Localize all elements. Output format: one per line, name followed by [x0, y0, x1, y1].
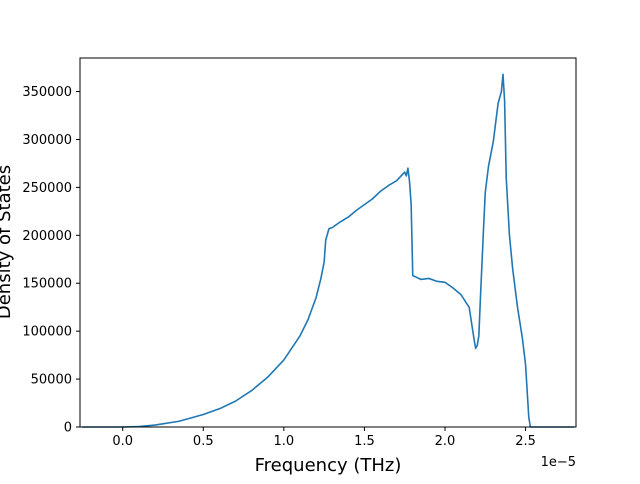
plot-content: [81, 73, 575, 428]
x-tick-label: 2.5: [515, 434, 536, 449]
y-tick-label: 350000: [22, 85, 72, 100]
y-tick-label: 150000: [22, 277, 72, 292]
x-tick-label: 0.5: [193, 434, 214, 449]
y-tick-label: 0: [64, 421, 72, 436]
y-axis-label: Density of States: [0, 165, 15, 319]
y-tick-label: 250000: [22, 181, 72, 196]
x-tick-label: 0.0: [112, 434, 133, 449]
series-line-1: [81, 73, 575, 428]
x-tick-label: 1.0: [274, 434, 295, 449]
axes-frame: [79, 57, 577, 428]
y-tick-label: 50000: [31, 373, 72, 388]
x-tick-label: 2.0: [435, 434, 456, 449]
x-axis-ticks: 0.0 0.5 1.0 1.5 2.0 2.5: [112, 427, 536, 449]
y-tick-label: 100000: [22, 325, 72, 340]
x-tick-label: 1.5: [354, 434, 375, 449]
axes-border: [79, 57, 577, 428]
x-axis-label: Frequency (THz): [255, 455, 402, 476]
y-tick-label: 200000: [22, 229, 72, 244]
y-axis-ticks: 0 50000 100000 150000 200000 250000 300000 3500…: [22, 85, 80, 436]
x-axis-offset-label: 1e−5: [541, 455, 576, 470]
y-tick-label: 300000: [22, 133, 72, 148]
